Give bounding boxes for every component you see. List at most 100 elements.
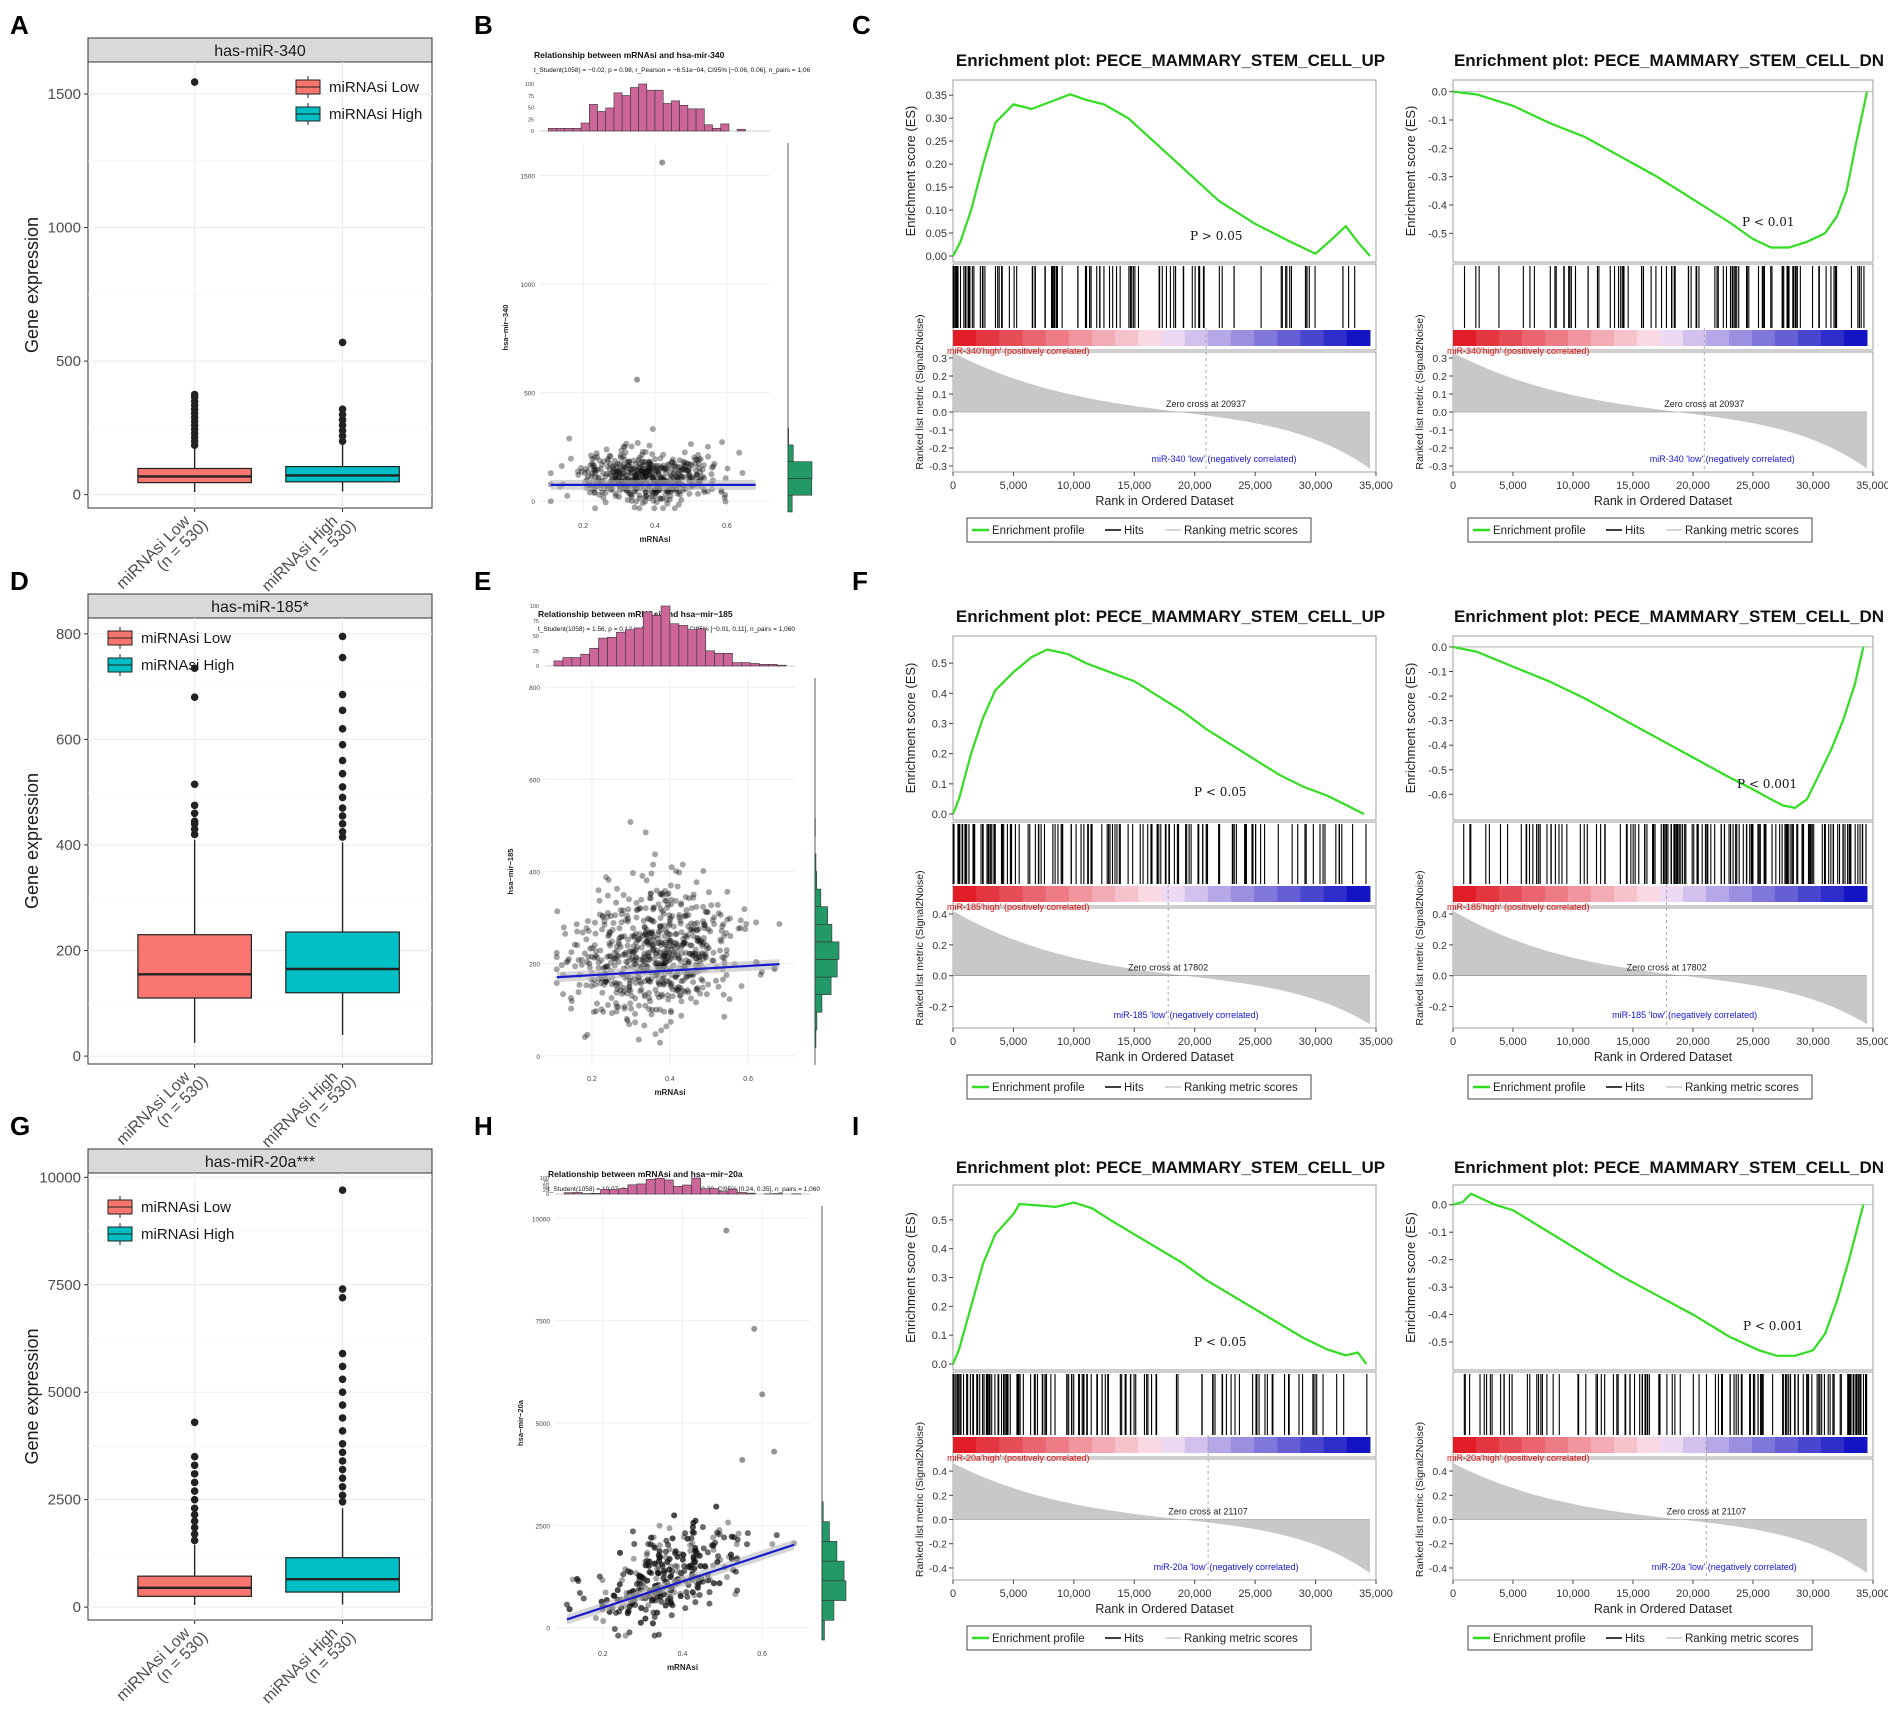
data-point: [622, 1632, 629, 1639]
data-point: [593, 954, 600, 961]
data-point: [736, 449, 743, 456]
data-point: [692, 460, 699, 467]
data-point: [665, 936, 672, 943]
es-y-tick-label: 0.0: [1432, 642, 1447, 654]
data-point: [567, 994, 574, 1001]
data-point: [627, 466, 634, 473]
data-point: [574, 928, 581, 935]
metric-axis-label: Ranked list metric (Signal2Noise): [1414, 870, 1426, 1025]
data-point: [655, 1552, 662, 1559]
data-point: [676, 457, 683, 464]
data-point: [654, 991, 661, 998]
data-point: [610, 919, 617, 926]
data-point: [688, 995, 695, 1002]
es-y-tick-label: -0.4: [1428, 740, 1447, 752]
data-point: [653, 1575, 660, 1582]
data-point: [668, 938, 675, 945]
data-point: [695, 461, 702, 468]
data-point: [607, 959, 614, 966]
data-point: [718, 927, 725, 934]
data-point: [663, 959, 670, 966]
hist-bar-top: [723, 653, 733, 667]
hist-bar-top: [607, 636, 617, 667]
y-axis-label: hsa−mir−185: [506, 849, 515, 895]
data-point: [659, 890, 666, 897]
data-point: [599, 989, 606, 996]
data-point: [686, 466, 693, 473]
data-point: [650, 945, 657, 952]
data-point: [705, 926, 712, 933]
data-point: [590, 1009, 597, 1016]
data-point: [656, 923, 663, 930]
data-point: [607, 913, 614, 920]
data-point: [698, 976, 705, 983]
label-high: miR-185'high' (positively correlated): [947, 902, 1090, 912]
p-value-annotation: P < 0.001: [1737, 777, 1797, 791]
es-y-tick-label: -0.3: [1428, 1282, 1447, 1294]
plot-area: [87, 1172, 433, 1621]
data-point: [655, 928, 662, 935]
data-point: [646, 978, 653, 985]
data-point: [684, 460, 691, 467]
data-point: [697, 990, 704, 997]
data-point: [646, 954, 653, 961]
x-axis-label: Rank in Ordered Dataset: [1095, 1602, 1234, 1616]
es-plot-area: [952, 635, 1377, 821]
data-point: [686, 895, 693, 902]
data-point: [670, 462, 677, 469]
data-point: [662, 491, 669, 498]
data-point: [693, 903, 700, 910]
data-point: [724, 465, 731, 472]
data-point: [634, 944, 641, 951]
data-point: [647, 460, 654, 467]
hist-bar-top: [638, 83, 648, 132]
legend-label-metric: Ranking metric scores: [1685, 525, 1799, 537]
data-point: [660, 910, 667, 917]
data-point: [621, 443, 628, 450]
data-point: [735, 1530, 742, 1537]
data-point: [646, 1569, 653, 1576]
hist-bar-top: [580, 653, 590, 667]
es-y-tick-label: 0.0: [932, 1359, 947, 1371]
ranking-colorbar-segment: [1277, 886, 1301, 902]
data-point: [662, 959, 669, 966]
data-point: [716, 1580, 723, 1587]
data-point: [642, 498, 649, 505]
metric-y-tick-label: 0.0: [932, 1515, 947, 1527]
x-tick-label: 10,000: [1057, 480, 1091, 492]
data-point: [697, 456, 704, 463]
data-point: [649, 917, 656, 924]
hist-bar-right: [821, 1501, 824, 1522]
data-point: [648, 975, 655, 982]
data-point: [655, 978, 662, 985]
box-low: [137, 934, 253, 999]
data-point: [637, 464, 644, 471]
data-point: [669, 986, 676, 993]
hist-bar-right: [814, 959, 838, 978]
box-high: [285, 931, 400, 994]
zero-cross-label: Zero cross at 20937: [1166, 399, 1246, 409]
data-point: [584, 1031, 591, 1038]
data-point: [673, 473, 680, 480]
data-point: [682, 1530, 689, 1537]
data-point: [650, 934, 657, 941]
data-point: [704, 1549, 711, 1556]
data-point: [580, 1595, 587, 1602]
x-tick-label: 0.4: [665, 1076, 675, 1083]
outlier-point: [338, 827, 347, 836]
data-point: [687, 461, 694, 468]
panel-letter-B: B: [474, 10, 493, 40]
data-point: [649, 474, 656, 481]
hist-bar-top: [776, 664, 787, 667]
data-point: [652, 489, 659, 496]
x-tick-label: 5,000: [1000, 1036, 1028, 1048]
x-tick-label: 0: [950, 480, 956, 492]
metric-y-tick-label: 0.2: [1432, 940, 1447, 952]
ranking-colorbar-segment: [1844, 1437, 1868, 1453]
data-point: [682, 932, 689, 939]
ranking-colorbar-segment: [976, 330, 1000, 346]
data-point: [624, 496, 631, 503]
data-point: [700, 462, 707, 469]
y-tick-label: 5000: [536, 1421, 551, 1428]
label-low: miR-20a 'low' (negatively correlated): [1154, 1562, 1299, 1572]
